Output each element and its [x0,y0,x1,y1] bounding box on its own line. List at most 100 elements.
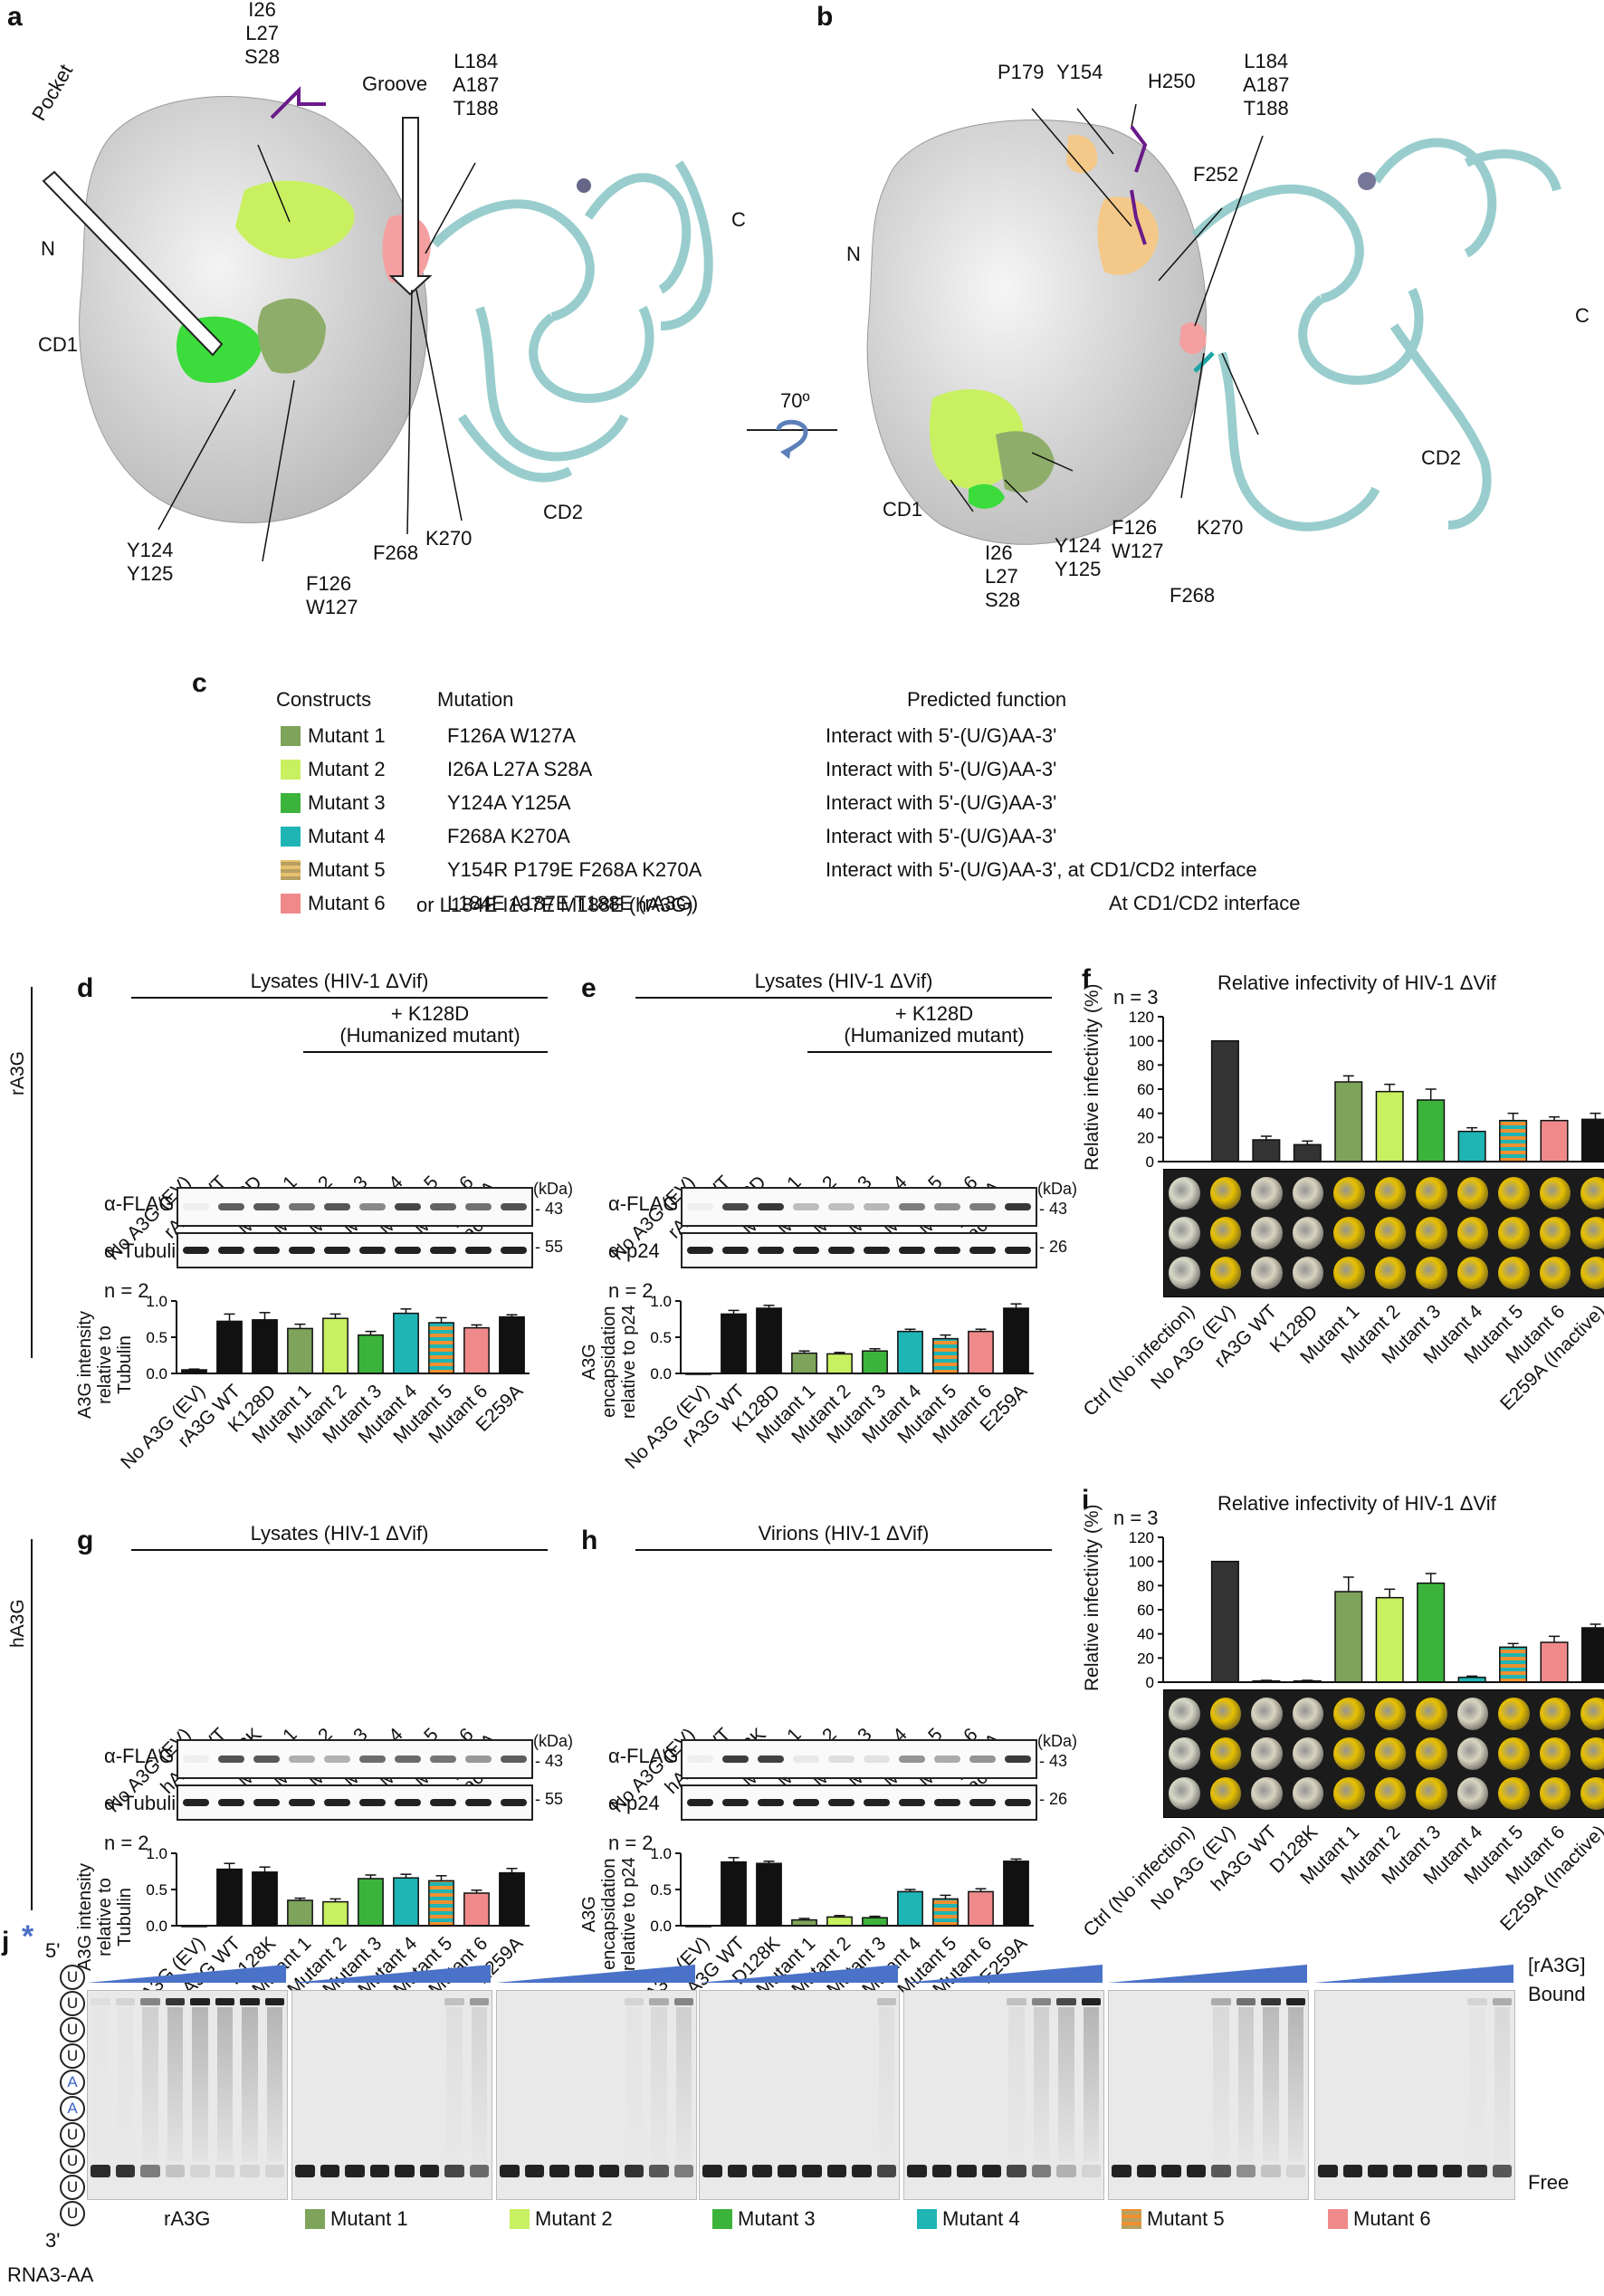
side-label-ra3g: rA3G [7,1050,28,1095]
loading-band [792,1799,820,1806]
loading-band [757,1799,785,1806]
flag-band [1004,1203,1032,1210]
tube-photo [1163,1169,1604,1297]
loading-band [863,1799,891,1806]
nucleotide: U [60,2148,85,2174]
label-f126-a: F126 W127 [306,572,358,618]
bound-band [1492,1998,1512,2005]
teal-sidechain-b [1193,351,1215,373]
tube-well [1416,1177,1447,1210]
tube-well [1209,1177,1242,1210]
y-axis-label: Relative infectivity (%) [1082,1504,1103,1691]
bar [1540,1641,1569,1683]
loading-blot [177,1784,533,1821]
flag-blot [177,1739,533,1779]
flag-band [898,1203,926,1210]
bar [322,1317,348,1374]
mutant1-surface [257,298,326,374]
three-prime-label: 3' [45,2229,61,2252]
flag-band [863,1203,891,1210]
gel-swatch [712,2209,732,2229]
ra3g-bracket [31,987,33,1358]
bar [393,1312,419,1374]
bar-chart-panel_e: 0.0 0.5 1.0 [650,1293,1034,1382]
free-band [1112,2165,1131,2177]
mutant6-surface-b [1179,322,1207,355]
gel-swatch [510,2209,530,2229]
swatch-mutant-4 [281,827,301,847]
label-n-b: N [846,243,861,265]
y-tick-label: 0.5 [146,1329,167,1346]
tube-well [1416,1698,1447,1730]
blot-loading-label: α-Tubulin [104,1239,187,1262]
bar [358,1878,384,1927]
tube-well [1292,1217,1324,1249]
tube-well [1456,1257,1489,1289]
tube-well [1251,1217,1283,1249]
y-tick-label: 0 [1146,1153,1154,1171]
free-band [1318,2165,1338,2177]
radiolabel-star: * [22,1919,34,1954]
tube-well [1169,1737,1200,1770]
label-groove: Groove [362,72,428,95]
y-tick-label: 0.0 [146,1365,167,1382]
tube-well [1374,1257,1407,1289]
smear [1263,2007,1279,2161]
title-rule [131,997,548,999]
free-band [295,2165,315,2177]
loading-band [394,1247,422,1254]
bound-band [264,1998,284,2005]
y-axis-label: A3G encapsidation relative to p24 [579,1857,639,1971]
flag-band [757,1203,785,1210]
tube-well [1333,1217,1365,1249]
tube-well [1374,1777,1407,1810]
construct-mutation: Y124A Y125A [447,791,571,814]
free-band [876,2165,896,2177]
bar [1293,1143,1322,1162]
bar [463,1892,490,1927]
concentration-wedge [496,1965,695,1983]
flag-band [464,1755,492,1763]
flag-band [288,1203,316,1210]
y-tick-label: 100 [1129,1554,1154,1571]
bound-band [1031,1998,1051,2005]
mutant5-surface [1097,196,1159,275]
bar-chart-panel_h: 0.0 0.5 1.0 [650,1845,1034,1935]
smear [651,2007,667,2161]
free-band [649,2165,669,2177]
blot-flag-label: α-FLAG [608,1192,679,1215]
y-tick-label: 40 [1137,1626,1154,1643]
free-band [140,2165,160,2177]
western-title: Lysates (HIV-1 ΔVif) [754,970,933,992]
construct-function: Interact with 5'-(U/G)AA-3' [826,758,1057,780]
gel-label: rA3G [164,2207,211,2230]
free-band [264,2165,284,2177]
y-axis-label: A3G intensity relative to Tubulin [75,1863,135,1971]
flag-band [1004,1755,1032,1763]
tube-well [1580,1698,1604,1730]
free-band [1211,2165,1231,2177]
free-band [320,2165,339,2177]
free-band [826,2165,846,2177]
label-l184-a: L184 A187 T188 [453,50,500,120]
loading-band [182,1247,210,1254]
construct-name: Mutant 3 [308,791,386,814]
y-tick-label: 20 [1137,1650,1154,1667]
loading-band [217,1247,245,1254]
swatch-mutant-5 [281,860,301,880]
label-k270-a: K270 [425,527,473,550]
tube-well [1251,1177,1283,1210]
bar [897,1890,923,1927]
smear [167,2007,183,2161]
bound-band [469,1998,489,2005]
smear [216,2007,233,2161]
bound-band [1056,1998,1076,2005]
tube-well [1456,1177,1489,1210]
label-c-b: C [1575,304,1590,327]
mw-marker-2: - 55 [535,1790,564,1808]
flag-band [217,1755,245,1763]
flag-band [323,1203,351,1210]
label-f268-b: F268 [1170,584,1216,607]
rotation-label: 70º [780,389,810,412]
construct-name: Mutant 4 [308,825,386,847]
